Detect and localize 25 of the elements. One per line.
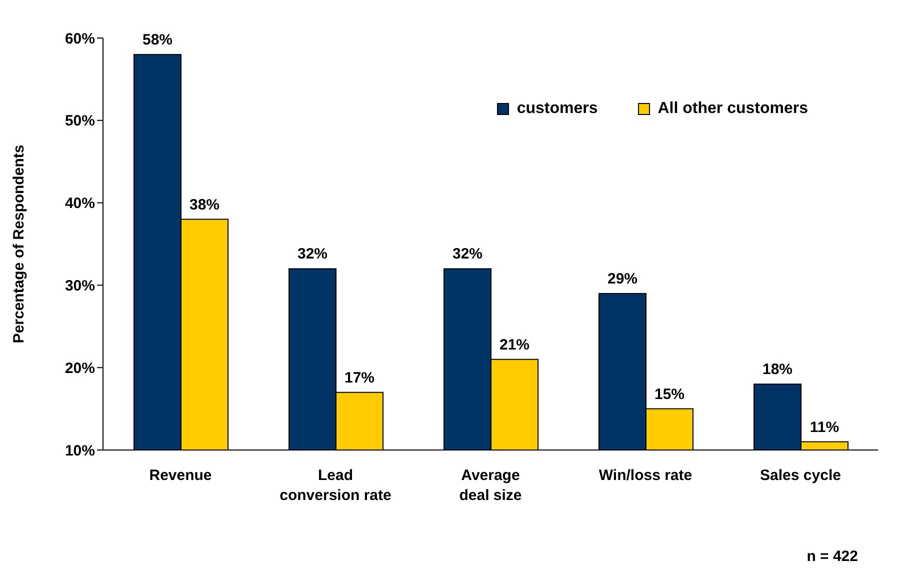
data-label: 15% <box>654 386 685 403</box>
data-label: 38% <box>189 196 220 214</box>
x-tick-label: Average deal size <box>459 467 522 504</box>
y-tick-label: 20% <box>64 360 95 377</box>
data-label: 32% <box>297 246 328 263</box>
x-tick-label: Win/loss rate <box>598 467 692 484</box>
y-tick-label: 50% <box>64 112 95 130</box>
data-label: 11% <box>810 418 840 436</box>
data-label: 18% <box>762 361 793 378</box>
y-tick-label: 10% <box>64 442 95 460</box>
data-label: 17% <box>344 369 375 386</box>
data-label: 29% <box>607 270 638 288</box>
y-tick-label: 60% <box>64 30 95 48</box>
x-tick-label: Revenue <box>149 467 212 484</box>
y-tick-label: 30% <box>64 278 95 295</box>
legend-label: customers <box>516 100 598 118</box>
x-tick-label: Sales cycle <box>760 467 841 484</box>
legend-label: All other customers <box>658 100 808 118</box>
data-label: 32% <box>452 246 483 263</box>
data-label: 21% <box>499 336 530 354</box>
data-label: 58% <box>142 31 173 48</box>
y-axis-title: Percentage of Respondents <box>10 144 28 344</box>
x-tick-label: Lead conversion rate <box>280 467 392 504</box>
text: n = 422 <box>806 548 858 565</box>
y-tick-label: 40% <box>64 195 95 212</box>
